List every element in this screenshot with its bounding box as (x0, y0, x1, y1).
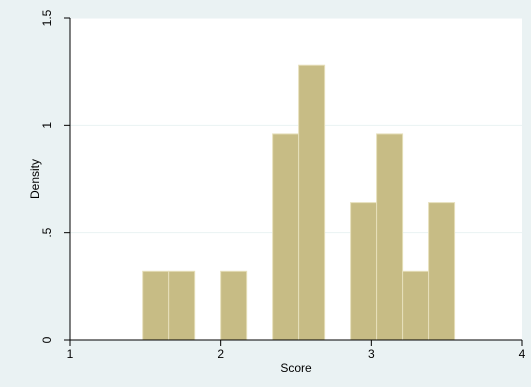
x-axis-title: Score (280, 361, 312, 375)
x-tick-label-2: 3 (368, 347, 375, 361)
x-tick-label-0: 1 (67, 347, 74, 361)
histogram-bar-3 (220, 270, 248, 341)
histogram-bar-10 (402, 270, 430, 341)
histogram-bar-6 (298, 64, 326, 341)
y-tick-label-2: 1 (40, 122, 54, 129)
y-axis-title: Density (28, 159, 42, 199)
histogram-bar-11 (428, 202, 456, 341)
histogram-bar-9 (376, 133, 404, 341)
histogram-bar-5 (272, 133, 300, 341)
x-tick-label-3: 4 (519, 347, 526, 361)
histogram-bar-1 (168, 270, 196, 341)
histogram-bar-8 (350, 202, 378, 341)
y-tick-label-3: 1.5 (40, 9, 54, 26)
y-tick-label-0: 0 (40, 336, 54, 343)
axes: 1 2 3 4 0 .5 1 1.5 (40, 9, 525, 361)
y-tick-label-1: .5 (40, 227, 54, 237)
x-tick-label-1: 2 (217, 347, 224, 361)
histogram-bar-0 (142, 270, 170, 341)
bars (142, 64, 456, 341)
